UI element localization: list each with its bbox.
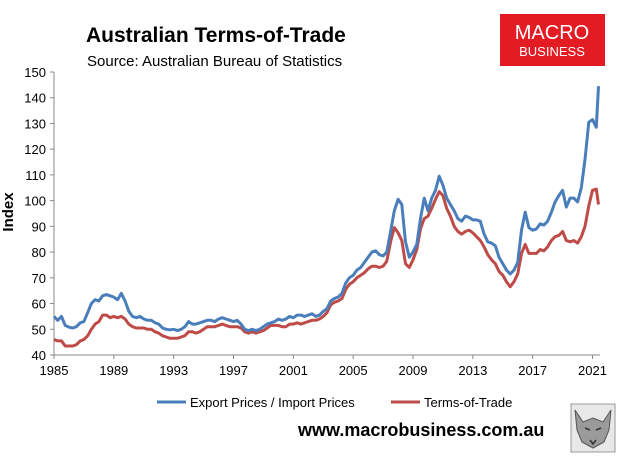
- x-tick-label: 2021: [578, 363, 607, 378]
- y-tick-label: 90: [32, 219, 46, 234]
- series-line-export-import: [52, 86, 600, 333]
- x-tick-label: 2013: [458, 363, 487, 378]
- wolf-emblem-icon: [570, 403, 616, 453]
- y-tick-label: 70: [32, 271, 46, 286]
- legend-label-terms-of-trade: Terms-of-Trade: [424, 395, 512, 410]
- y-tick-label: 100: [24, 194, 46, 209]
- y-tick-label: 130: [24, 116, 46, 131]
- y-tick-label: 150: [24, 65, 46, 80]
- y-tick-label: 140: [24, 91, 46, 106]
- logo-background: [500, 14, 605, 66]
- x-tick-label: 1997: [219, 363, 248, 378]
- y-tick-label: 80: [32, 245, 46, 260]
- x-tick-label: 2017: [518, 363, 547, 378]
- y-tick-label: 110: [25, 168, 46, 183]
- series-line-terms-of-trade: [53, 187, 600, 348]
- y-tick-label: 50: [32, 322, 46, 337]
- logo-line1: MACRO: [515, 22, 589, 44]
- y-axis-label: Index: [0, 192, 17, 232]
- website-url: www.macrobusiness.com.au: [297, 420, 544, 440]
- chart-title: Australian Terms-of-Trade: [86, 24, 346, 47]
- x-tick-label: 2005: [339, 363, 368, 378]
- y-tick-label: 120: [24, 142, 46, 157]
- x-tick-label: 1985: [40, 363, 69, 378]
- y-tick-label: 60: [32, 297, 46, 312]
- x-axis-ticks: 1985 1989 1993 1997 2001 2005 2009 2013 2017 2021: [40, 355, 607, 378]
- legend-label-export-import: Export Prices / Import Prices: [190, 395, 355, 410]
- x-tick-label: 1993: [159, 363, 188, 378]
- logo-line2: BUSINESS: [519, 44, 585, 59]
- legend: Export Prices / Import Prices Terms-of-T…: [157, 395, 512, 410]
- y-axis-ticks: 40 50 60 70 80 90 100 110 120 130 140 150: [24, 65, 54, 363]
- y-tick-label: 40: [32, 348, 46, 363]
- series-lines: [52, 86, 600, 348]
- x-tick-label: 2009: [399, 363, 428, 378]
- macrobusiness-logo: MACRO BUSINESS: [500, 14, 605, 66]
- x-tick-label: 2001: [279, 363, 308, 378]
- chart-subtitle: Source: Australian Bureau of Statistics: [87, 53, 342, 70]
- x-tick-label: 1989: [99, 363, 128, 378]
